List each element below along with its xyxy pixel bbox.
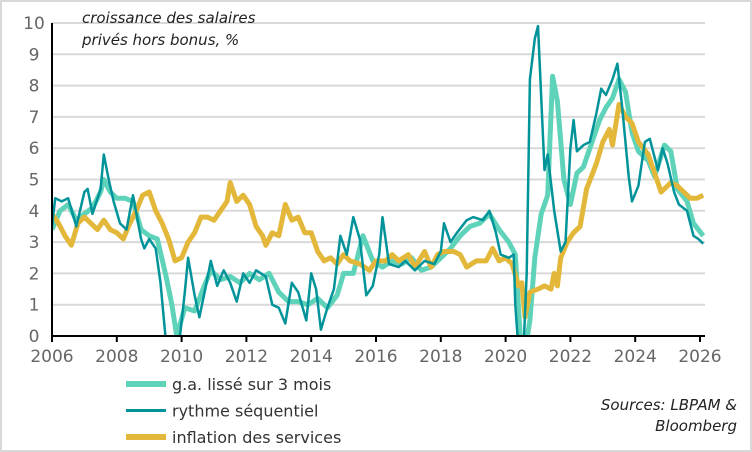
x-tick-label: 2008: [95, 347, 138, 367]
series-line-2: [52, 101, 705, 320]
series-line-1: [52, 24, 705, 336]
source-line-2: Bloomberg: [655, 417, 737, 435]
x-tick-label: 2016: [354, 347, 397, 367]
x-tick-label: 2026: [678, 347, 721, 367]
y-tick-label: 3: [29, 233, 40, 253]
chart-title-line-1: croissance des salaires: [82, 9, 256, 27]
y-tick-label: 2: [29, 264, 40, 284]
x-tick-label: 2010: [160, 347, 203, 367]
y-tick-label: 6: [29, 139, 40, 159]
legend-label: rythme séquentiel: [172, 402, 318, 421]
legend-label: g.a. lissé sur 3 mois: [172, 375, 331, 394]
x-tick-label: 2024: [614, 347, 657, 367]
y-tick-label: 5: [29, 171, 40, 191]
source-line-1: Sources: LBPAM &: [601, 396, 737, 414]
x-tick-label: 2022: [549, 347, 592, 367]
x-tick-label: 2014: [290, 347, 333, 367]
axes: 0 1 2 3 4 5 6 7 8 9 10 2006 2008 2010 2012 2014 2016 2018…: [23, 14, 721, 367]
legend: g.a. lissé sur 3 mois rythme séquentiel in…: [126, 375, 341, 447]
x-tick-label: 2018: [419, 347, 462, 367]
series-lines: [52, 24, 706, 336]
y-tick-label: 0: [29, 327, 40, 347]
y-tick-label: 1: [29, 296, 40, 316]
y-tick-label: 7: [29, 108, 40, 128]
y-tick-label: 10: [23, 14, 45, 34]
y-tick-label: 8: [29, 77, 40, 97]
y-tick-label: 9: [29, 45, 40, 65]
legend-label: inflation des services: [172, 428, 341, 447]
x-tick-label: 2012: [225, 347, 268, 367]
chart-title-line-2: privés hors bonus, %: [81, 31, 239, 49]
y-tick-label: 4: [29, 202, 40, 222]
x-tick-label: 2006: [30, 347, 73, 367]
x-tick-label: 2020: [484, 347, 527, 367]
